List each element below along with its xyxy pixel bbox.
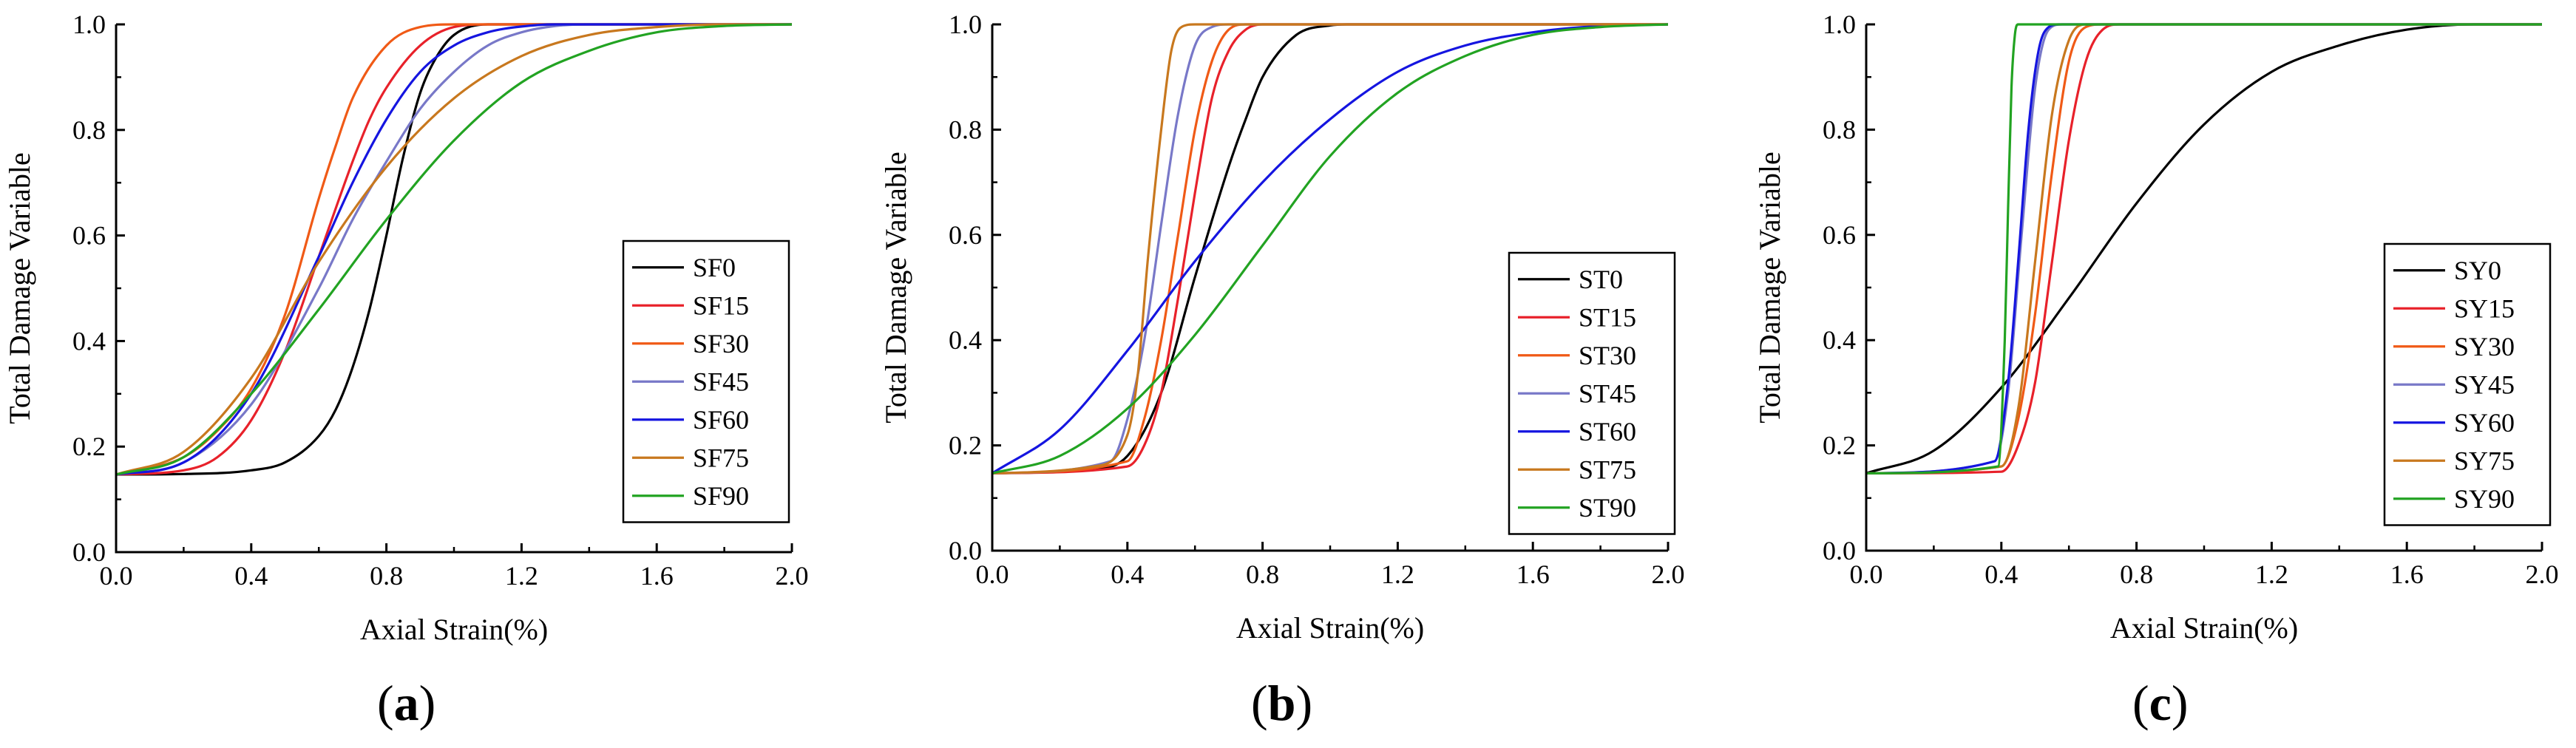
y-tick-label: 0.0 — [1823, 536, 1856, 565]
y-tick-label: 0.6 — [1823, 220, 1856, 250]
series-group-b — [992, 23, 1668, 475]
y-axis-title: Total Damage Variable — [3, 152, 36, 424]
x-tick-label: 0.4 — [1984, 560, 2018, 589]
chart-svg-b: 0.0 0.4 0.8 1.2 1.6 2.0 0.0 0.2 0.4 0.6 0.8 1.0 Axia… — [879, 10, 1685, 645]
x-tick-label: 0.0 — [1850, 560, 1883, 589]
legend-label-sf60: SF60 — [693, 405, 749, 435]
legend-label-sf90: SF90 — [693, 481, 749, 511]
y-tick-label: 0.6 — [949, 220, 982, 250]
legend-label-sy0: SY0 — [2454, 256, 2501, 285]
series-group-a — [116, 23, 792, 476]
legend-label-sf75: SF75 — [693, 443, 749, 472]
series-line-st75 — [992, 23, 1668, 475]
x-tick-label: 2.0 — [1652, 560, 1685, 589]
legend-label-st60: ST60 — [1579, 417, 1636, 446]
y-axis-title: Total Damage Variable — [1753, 152, 1786, 423]
x-tick-label: 1.2 — [2255, 560, 2288, 589]
y-tick-label: 0.8 — [949, 115, 982, 144]
x-tick-label: 0.0 — [100, 561, 133, 591]
x-tick-label: 0.4 — [1111, 560, 1144, 589]
y-tick-label: 0.8 — [72, 115, 106, 145]
y-tick-label: 1.0 — [949, 10, 982, 39]
y-tick-label: 0.2 — [72, 432, 106, 461]
legend-label-st15: ST15 — [1579, 302, 1636, 332]
legend: SF0 SF15 SF30 SF45 SF60 SF75 SF90 — [622, 239, 790, 523]
y-tick-label: 0.2 — [949, 431, 982, 460]
legend: SY0 SY15 SY30 SY45 SY60 SY75 SY90 — [2383, 242, 2552, 526]
series-line-sy0 — [1866, 23, 2542, 475]
series-group-c — [1866, 23, 2542, 475]
x-tick-label: 1.2 — [505, 561, 538, 591]
series-line-sf75 — [116, 23, 792, 476]
x-tick-label: 1.2 — [1381, 560, 1414, 589]
x-tick-label: 0.8 — [2120, 560, 2153, 589]
legend-label-sf45: SF45 — [693, 367, 749, 396]
series-line-sf90 — [116, 23, 792, 476]
y-tick-label: 0.4 — [1823, 325, 1856, 355]
legend-label-sy30: SY30 — [2454, 332, 2515, 361]
panel-label-a: (a) — [377, 675, 436, 731]
y-tick-label: 0.6 — [72, 221, 106, 251]
legend-label-st45: ST45 — [1579, 378, 1636, 408]
x-tick-label: 2.0 — [2526, 560, 2559, 589]
y-tick-label: 0.4 — [949, 325, 982, 355]
chart-svg-a: 0.0 0.4 0.8 1.2 1.6 2.0 0.0 0.2 0.4 0.6 0.8 1.0 Axia… — [3, 10, 809, 646]
legend-label-sf0: SF0 — [693, 253, 736, 282]
x-axis-title: Axial Strain(%) — [1236, 611, 1424, 645]
legend: ST0 ST15 ST30 ST45 ST60 ST75 ST90 — [1508, 251, 1676, 535]
legend-label-sf15: SF15 — [693, 290, 749, 320]
y-tick-label: 1.0 — [72, 10, 106, 39]
chart-panel-c: 0.0 0.4 0.8 1.2 1.6 2.0 0.0 0.2 0.4 0.6 0.8 1.0 Axia… — [1717, 0, 2575, 748]
y-tick-label: 1.0 — [1823, 10, 1856, 39]
x-tick-label: 1.6 — [2390, 560, 2424, 589]
x-tick-label: 0.4 — [234, 561, 268, 591]
legend-label-sy60: SY60 — [2454, 408, 2515, 438]
chart-svg-c: 0.0 0.4 0.8 1.2 1.6 2.0 0.0 0.2 0.4 0.6 0.8 1.0 Axia… — [1753, 10, 2559, 645]
legend-label-st90: ST90 — [1579, 493, 1636, 523]
y-tick-label: 0.0 — [949, 536, 982, 565]
panel-label-b: (b) — [1251, 675, 1313, 731]
chart-panel-a: 0.0 0.4 0.8 1.2 1.6 2.0 0.0 0.2 0.4 0.6 0.8 1.0 Axia… — [0, 0, 858, 748]
x-axis-title: Axial Strain(%) — [360, 613, 548, 646]
legend-label-sy45: SY45 — [2454, 370, 2515, 399]
y-tick-label: 0.0 — [72, 537, 106, 567]
y-tick-label: 0.8 — [1823, 115, 1856, 144]
series-line-sf60 — [116, 23, 792, 476]
legend-label-sy75: SY75 — [2454, 446, 2515, 475]
y-tick-label: 0.4 — [72, 326, 106, 356]
y-axis-title: Total Damage Variable — [879, 152, 912, 423]
x-tick-label: 0.8 — [1246, 560, 1279, 589]
x-axis-title: Axial Strain(%) — [2110, 611, 2298, 645]
series-line-st60 — [992, 23, 1668, 475]
y-tick-label: 0.2 — [1823, 431, 1856, 460]
x-tick-label: 1.6 — [640, 561, 674, 591]
legend-label-st30: ST30 — [1579, 341, 1636, 370]
series-line-st90 — [992, 23, 1668, 475]
x-tick-label: 2.0 — [776, 561, 809, 591]
chart-panel-b: 0.0 0.4 0.8 1.2 1.6 2.0 0.0 0.2 0.4 0.6 0.8 1.0 Axia… — [858, 0, 1717, 748]
x-tick-label: 0.0 — [976, 560, 1009, 589]
legend-label-st75: ST75 — [1579, 455, 1636, 484]
legend-label-sy90: SY90 — [2454, 484, 2515, 514]
legend-label-sf30: SF30 — [693, 329, 749, 358]
x-tick-label: 0.8 — [370, 561, 403, 591]
legend-label-st0: ST0 — [1579, 265, 1623, 294]
x-tick-label: 1.6 — [1516, 560, 1550, 589]
panel-label-c: (c) — [2132, 675, 2189, 731]
legend-label-sy15: SY15 — [2454, 293, 2515, 323]
series-line-sy90 — [1866, 23, 2542, 475]
